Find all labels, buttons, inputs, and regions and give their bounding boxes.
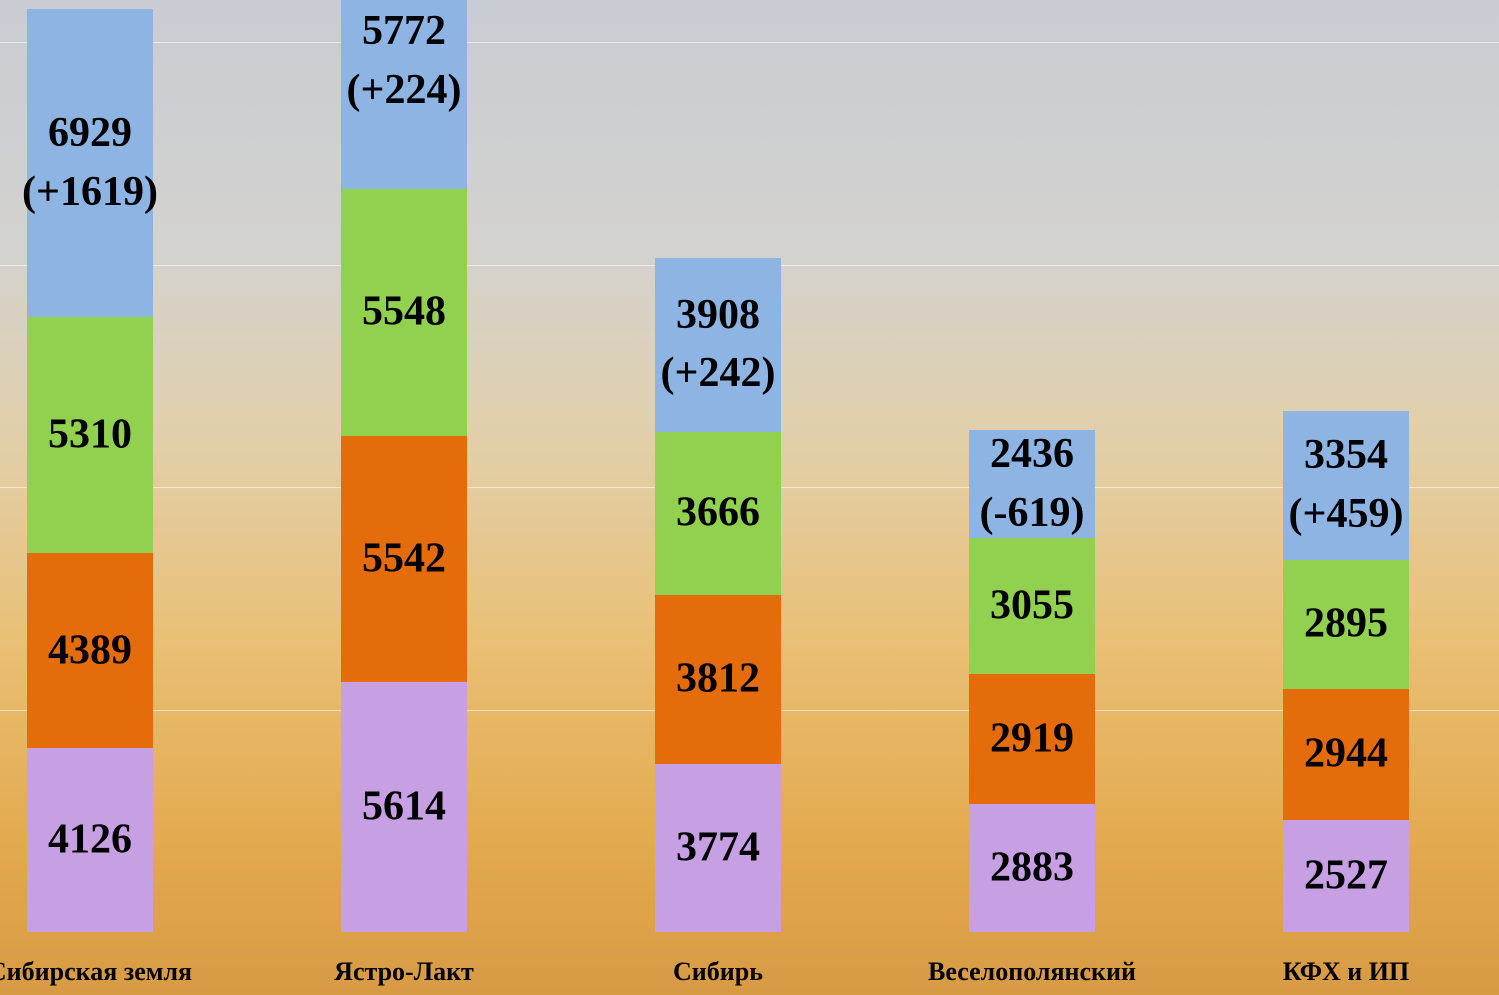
data-label: 5310 [48,406,132,465]
data-label: 2919 [990,709,1074,768]
data-label: 4126 [48,811,132,870]
x-tick-label: Веселополянский [928,957,1136,987]
data-label: 2944 [1304,725,1388,784]
data-label: 2527 [1304,846,1388,905]
data-label: 3774 [676,819,760,878]
data-label: 3354 (+459) [1289,427,1404,545]
grid-line [0,42,1499,43]
data-label: 5772 (+224) [347,2,462,120]
data-label: 3908 (+242) [661,286,776,404]
data-label: 3666 [676,484,760,543]
x-tick-label: Сибирская земля [0,957,192,987]
x-tick-label: Сибирь [673,957,763,987]
data-label: 5548 [362,283,446,342]
data-label: 2883 [990,838,1074,897]
x-tick-label: КФХ и ИП [1283,957,1409,987]
chart: Сибирская земля 4126 4389 5310 6929 (+1619) Я… [0,0,1499,995]
data-label: 2895 [1304,595,1388,654]
data-label: 4389 [48,621,132,680]
data-label: 3055 [990,577,1074,636]
data-label: 5614 [362,778,446,837]
x-tick-label: Ястро-Лакт [334,957,474,987]
data-label: 2436 (-619) [980,425,1085,543]
data-label: 6929 (+1619) [22,104,158,222]
data-label: 3812 [676,650,760,709]
data-label: 5542 [362,530,446,589]
